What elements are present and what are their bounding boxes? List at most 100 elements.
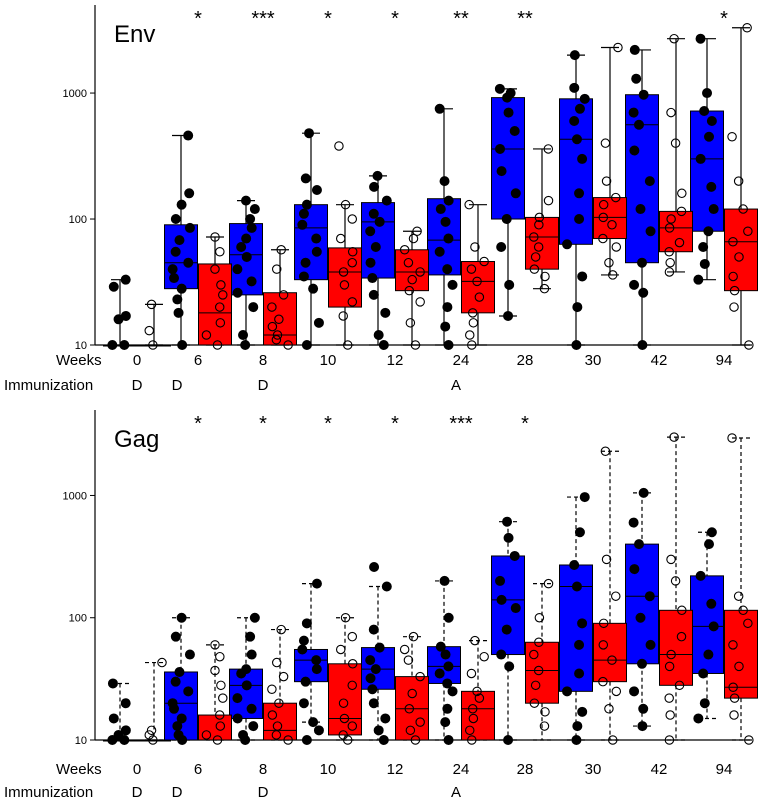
data-point-open <box>468 713 479 724</box>
data-point-open <box>608 270 618 280</box>
data-point-filled <box>629 44 640 55</box>
data-point-open <box>215 246 225 257</box>
data-point-filled <box>434 668 445 679</box>
data-point-filled <box>693 274 704 285</box>
data-point-filled <box>370 241 381 252</box>
data-point-open <box>738 204 748 214</box>
data-point-open <box>407 688 417 699</box>
data-point-filled <box>503 735 514 745</box>
data-point-filled <box>368 208 379 219</box>
data-point-open <box>407 274 417 285</box>
data-point-filled <box>644 591 655 602</box>
data-point-open <box>539 283 550 294</box>
data-point-filled <box>238 729 249 740</box>
data-point-open <box>405 725 416 736</box>
data-point-filled <box>629 145 640 156</box>
data-point-open <box>533 665 544 676</box>
data-point-filled <box>706 115 717 126</box>
data-point-open <box>283 735 293 745</box>
data-point-open <box>744 735 754 745</box>
data-point-filled <box>638 487 649 498</box>
data-point-filled <box>241 251 252 262</box>
data-point-filled <box>374 642 385 653</box>
data-point-filled <box>167 698 178 709</box>
week-tick-label: 10 <box>320 761 337 778</box>
data-point-open <box>738 605 748 616</box>
data-point-filled <box>447 686 458 697</box>
data-point-filled <box>443 735 454 745</box>
data-point-open <box>540 707 550 717</box>
data-point-open <box>611 242 622 252</box>
data-point-filled <box>301 340 312 350</box>
data-point-open <box>272 330 283 340</box>
data-point-open <box>218 290 228 300</box>
data-point-open <box>743 618 753 629</box>
week-tick-label: 42 <box>651 352 668 369</box>
red-box <box>724 609 758 699</box>
data-point-open <box>216 280 226 290</box>
data-point-filled <box>695 153 706 164</box>
data-point-filled <box>698 668 709 679</box>
data-point-open <box>604 257 614 268</box>
immunization-marker: A <box>451 377 461 394</box>
data-point-open <box>733 591 744 601</box>
data-point-filled <box>298 271 309 282</box>
data-point-open <box>216 680 226 691</box>
week-tick-label: 30 <box>585 352 602 369</box>
data-point-filled <box>176 612 187 623</box>
data-point-filled <box>248 721 259 732</box>
data-point-filled <box>631 73 642 84</box>
data-point-filled <box>703 649 714 660</box>
data-point-filled <box>301 735 312 745</box>
data-point-filled <box>170 676 181 687</box>
data-point-filled <box>569 115 580 126</box>
data-point-open <box>210 640 220 650</box>
data-point-filled <box>577 618 588 629</box>
data-point-filled <box>170 214 181 225</box>
data-point-filled <box>637 721 648 732</box>
data-point-open <box>674 237 685 248</box>
data-point-filled <box>644 176 655 187</box>
data-point-filled <box>577 271 588 282</box>
data-point-filled <box>503 310 514 321</box>
data-point-open <box>465 330 475 340</box>
data-point-open <box>274 314 284 325</box>
data-point-open <box>410 340 421 350</box>
data-point-open <box>347 257 357 268</box>
data-point-filled <box>373 330 384 341</box>
data-point-open <box>666 214 676 224</box>
data-point-filled <box>496 649 507 660</box>
red-box <box>461 261 495 314</box>
significance-marker: * <box>720 8 728 30</box>
data-point-open <box>677 605 687 616</box>
data-point-filled <box>702 88 713 99</box>
data-point-filled <box>120 310 131 321</box>
week-tick-label: 8 <box>259 352 267 369</box>
data-point-open <box>543 578 554 589</box>
data-point-filled <box>248 302 259 313</box>
data-point-filled <box>232 693 243 704</box>
data-point-open <box>215 318 226 328</box>
data-point-open <box>479 256 489 267</box>
data-point-filled <box>629 279 640 290</box>
data-point-filled <box>311 233 322 244</box>
data-point-open <box>342 340 353 350</box>
y-tick-label: 10 <box>75 735 87 747</box>
week-tick-label: 12 <box>387 352 404 369</box>
data-point-filled <box>107 678 118 689</box>
data-point-open <box>467 735 477 745</box>
data-point-open <box>214 710 225 720</box>
blue-box <box>294 204 328 281</box>
data-point-open <box>472 686 482 697</box>
data-point-filled <box>440 717 451 728</box>
data-point-filled <box>184 649 195 660</box>
immunization-row-label: Immunization <box>4 377 93 394</box>
data-point-filled <box>443 661 454 672</box>
data-point-open <box>598 212 609 223</box>
data-point-open <box>212 735 223 745</box>
data-point-open <box>600 446 611 456</box>
data-point-open <box>611 591 621 601</box>
data-point-open <box>728 640 738 650</box>
data-point-filled <box>308 283 319 294</box>
data-point-filled <box>435 641 446 652</box>
